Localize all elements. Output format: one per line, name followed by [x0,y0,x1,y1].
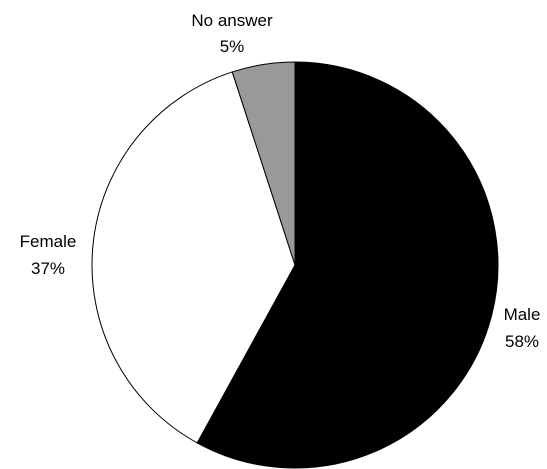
slice-value-female: 37% [31,259,65,278]
slice-label-no-answer: No answer [191,11,273,30]
slice-label-female: Female [20,232,77,251]
pie-slices [91,61,499,469]
slice-value-male: 58% [505,332,539,351]
slice-value-no-answer: 5% [220,37,245,56]
slice-label-male: Male [504,305,541,324]
pie-labels: Male 58% Female 37% No answer 5% [20,11,541,351]
pie-slice-female [91,71,296,444]
pie-slice-male [196,61,499,469]
pie-slice-no-answer [231,61,296,266]
